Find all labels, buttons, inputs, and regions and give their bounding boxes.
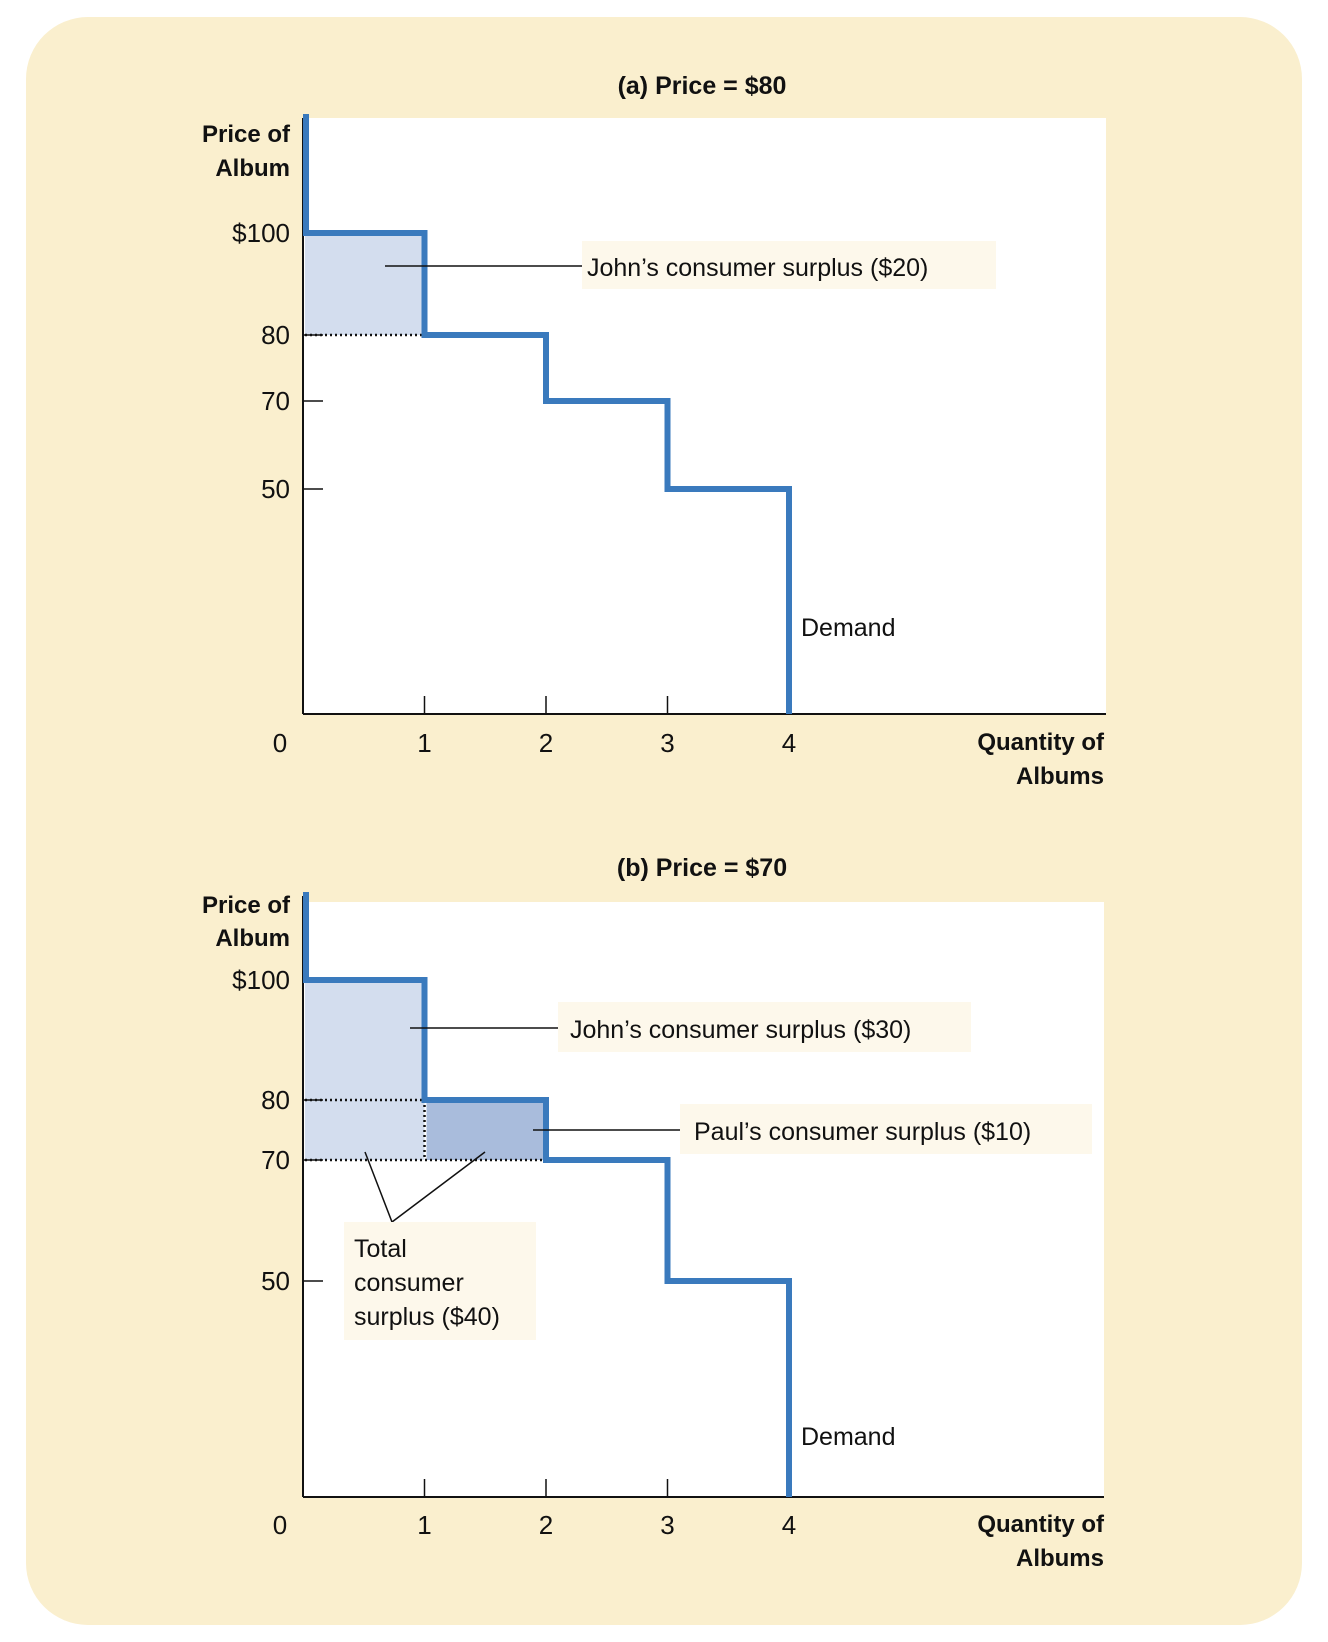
annotation-label: surplus ($40): [354, 1303, 500, 1331]
x-tick-label: 3: [660, 728, 674, 758]
y-tick-label: 80: [261, 1085, 290, 1115]
y-tick-label: 70: [261, 1145, 290, 1175]
y-tick-label: $100: [232, 218, 290, 248]
x-axis-label: Quantity of: [977, 729, 1105, 756]
x-tick-label: 1: [417, 728, 431, 758]
x-tick-label: 4: [782, 1510, 796, 1540]
annotation-box: [680, 1104, 1092, 1154]
y-tick-label: 50: [261, 474, 290, 504]
origin-label: 0: [273, 728, 287, 758]
y-tick-label: 70: [261, 386, 290, 416]
y-tick-label: 80: [261, 320, 290, 350]
chart-panel-b: (b) Price = $70 Price of Album Quantity of A…: [202, 854, 1105, 1572]
plot-area: [303, 902, 1104, 1497]
y-axis-label: Album: [215, 925, 290, 952]
annotation-box: [344, 1222, 536, 1340]
surplus-region: [305, 233, 425, 335]
x-tick-label: 2: [539, 728, 553, 758]
y-tick-label: $100: [232, 965, 290, 995]
annotation-box: [558, 1002, 971, 1052]
annotation-label: Total: [354, 1235, 407, 1263]
y-axis-label: Price of: [202, 121, 291, 148]
annotation-label: Paul’s consumer surplus ($10): [694, 1118, 1031, 1146]
annotation-label: John’s consumer surplus ($30): [570, 1016, 911, 1044]
demand-label: Demand: [801, 1423, 896, 1451]
x-axis-label: Albums: [1016, 1545, 1104, 1572]
x-tick-label: 4: [782, 728, 796, 758]
y-tick-label: 50: [261, 1266, 290, 1296]
annotation-label: John’s consumer surplus ($20): [587, 254, 928, 282]
demand-label: Demand: [801, 614, 896, 642]
x-tick-label: 3: [660, 1510, 674, 1540]
x-tick-label: 2: [539, 1510, 553, 1540]
y-axis-label: Album: [215, 155, 290, 182]
x-tick-label: 1: [417, 1510, 431, 1540]
surplus-region: [426, 1100, 546, 1160]
annotation-label: consumer: [354, 1269, 464, 1297]
chart-panel-a: (a) Price = $80 Price of Album Quantity of A…: [202, 72, 1106, 790]
x-axis-label: Quantity of: [977, 1511, 1105, 1538]
demand-curve: [303, 114, 792, 714]
chart-title: (a) Price = $80: [618, 72, 787, 100]
y-axis-label: Price of: [202, 892, 291, 919]
surplus-region: [305, 980, 425, 1160]
annotation-box: [582, 241, 996, 289]
plot-area: [303, 118, 1106, 714]
x-axis-label: Albums: [1016, 763, 1104, 790]
origin-label: 0: [273, 1510, 287, 1540]
chart-title: (b) Price = $70: [617, 854, 787, 882]
